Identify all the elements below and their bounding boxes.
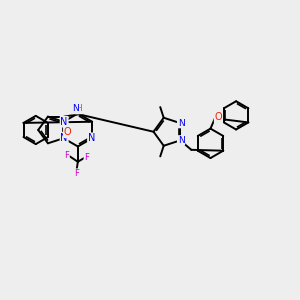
Text: N: N xyxy=(178,136,184,145)
Text: O: O xyxy=(64,127,71,137)
Text: N: N xyxy=(178,118,184,127)
Text: N: N xyxy=(88,133,95,143)
Text: F: F xyxy=(74,169,79,178)
Text: H: H xyxy=(75,104,82,113)
Text: O: O xyxy=(214,112,222,122)
Text: N: N xyxy=(61,133,68,143)
Text: N: N xyxy=(72,104,79,113)
Text: F: F xyxy=(84,153,89,162)
Text: F: F xyxy=(64,152,69,160)
Text: N: N xyxy=(61,117,68,127)
